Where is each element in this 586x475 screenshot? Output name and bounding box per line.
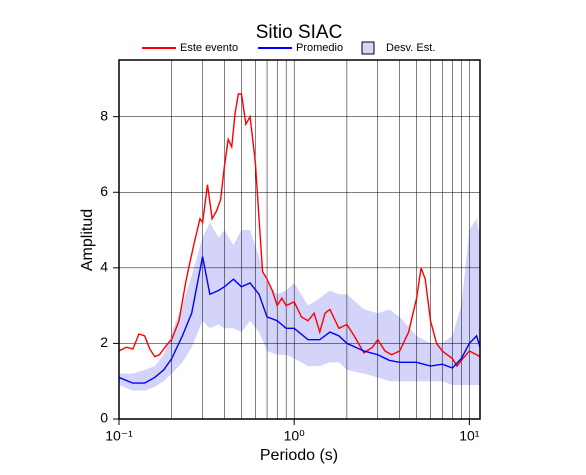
legend-label: Promedio	[296, 42, 343, 54]
legend-swatch	[361, 41, 375, 55]
legend-label: Este evento	[180, 42, 238, 54]
series-line	[118, 93, 481, 368]
chart-title: Sitio SIAC	[256, 22, 343, 43]
x-tick-label: 10⁰	[284, 428, 306, 444]
y-tick-label: 8	[100, 107, 108, 123]
std-band	[119, 218, 480, 391]
x-tick-label: 10¹	[459, 428, 480, 444]
legend-label: Desv. Est.	[386, 42, 435, 54]
series-line	[118, 256, 481, 384]
y-tick-label: 0	[100, 410, 108, 426]
y-tick-label: 4	[100, 259, 108, 275]
x-axis-label: Periodo (s)	[260, 447, 338, 464]
y-axis-label: Amplitud	[79, 209, 96, 271]
x-tick-label: 10⁻¹	[105, 428, 133, 444]
plot-frame	[118, 59, 481, 420]
y-tick-label: 6	[100, 183, 108, 199]
y-tick-label: 2	[100, 334, 108, 350]
